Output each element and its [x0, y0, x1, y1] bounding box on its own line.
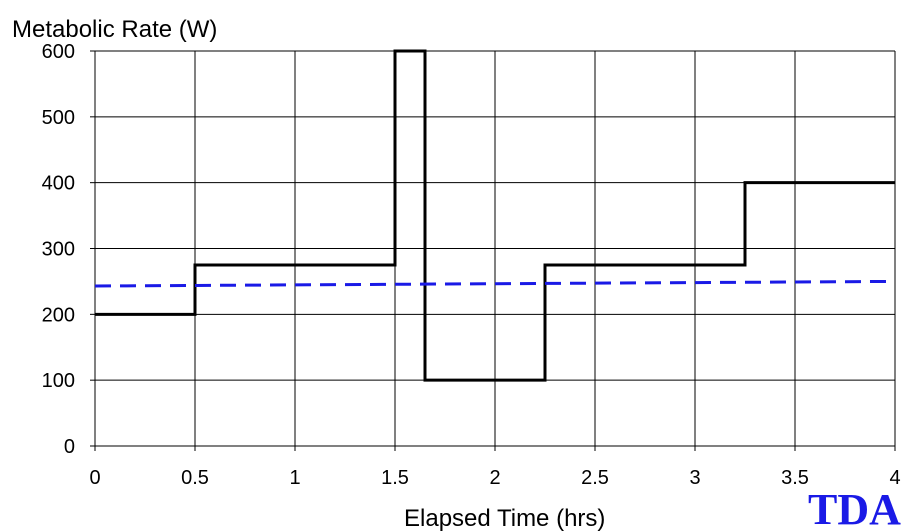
- y-tick-label: 600: [42, 41, 75, 63]
- series-group: [94, 49, 896, 382]
- y-tick-label: 500: [42, 107, 75, 129]
- x-tick-label: 0: [89, 467, 100, 489]
- y-tick-label: 100: [42, 370, 75, 392]
- step-series-line: [95, 49, 895, 382]
- y-tick-label: 200: [42, 304, 75, 326]
- x-tick-label: 2.5: [581, 467, 609, 489]
- y-axis-label: Metabolic Rate (W): [12, 16, 217, 43]
- y-tick-label: 0: [64, 436, 75, 458]
- dashed-series-line: [94, 279, 896, 288]
- y-tick-labels: 0 100 200 300 400 500 600: [42, 41, 75, 458]
- x-axis-label: Elapsed Time (hrs): [404, 505, 605, 532]
- y-tick-label: 300: [42, 239, 75, 261]
- x-tick-label: 0.5: [181, 467, 209, 489]
- x-tick-label: 1: [289, 467, 300, 489]
- x-tick-labels: 0 0.5 1 1.5 2 2.5 3 3.5 4: [89, 467, 900, 489]
- grid: [94, 50, 896, 447]
- x-tick-label: 3.5: [781, 467, 809, 489]
- y-tick-label: 400: [42, 173, 75, 195]
- tick-marks: [90, 50, 896, 451]
- x-tick-label: 1.5: [381, 467, 409, 489]
- tda-logo: TDA: [808, 485, 901, 532]
- x-tick-label: 4: [889, 467, 900, 489]
- x-tick-label: 3: [689, 467, 700, 489]
- x-tick-label: 2: [489, 467, 500, 489]
